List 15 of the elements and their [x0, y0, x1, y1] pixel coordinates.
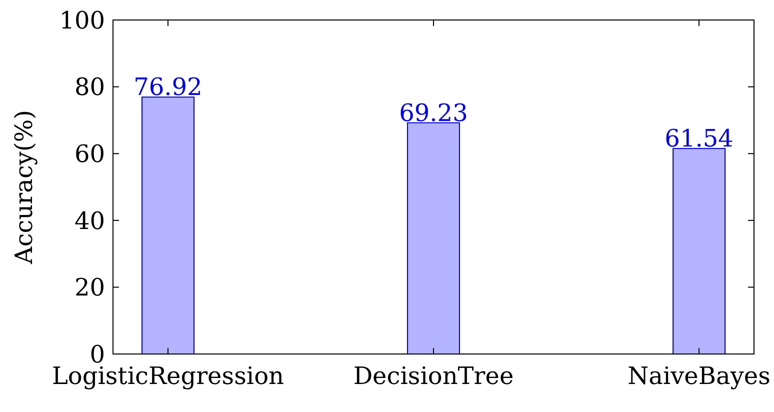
y-tick-label: 20	[74, 274, 105, 302]
bar	[672, 148, 726, 354]
bar	[141, 96, 194, 354]
x-tick-label: NaiveBayes	[628, 362, 770, 390]
x-tick-label: LogisticRegression	[52, 362, 284, 390]
data-label: 69.23	[399, 98, 468, 127]
x-tick-label: DecisionTree	[353, 362, 514, 390]
y-tick-label: 100	[59, 6, 105, 34]
y-tick-label: 80	[74, 73, 105, 102]
data-label: 61.54	[664, 124, 734, 152]
y-axis-title: Accuracy(%)	[10, 110, 38, 265]
y-tick-label: 60	[74, 140, 105, 168]
data-label: 76.92	[134, 73, 202, 102]
bar	[407, 122, 460, 354]
y-tick-label: 40	[74, 206, 105, 235]
